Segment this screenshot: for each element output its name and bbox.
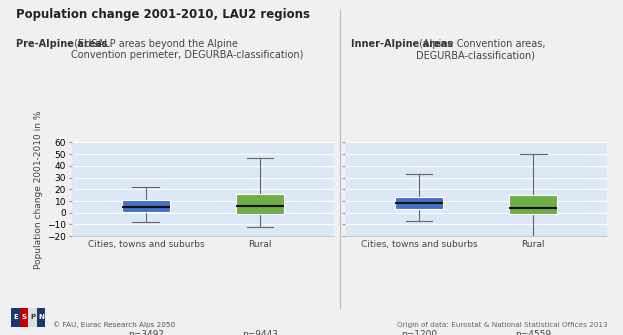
Bar: [509, 195, 557, 214]
Bar: [122, 200, 170, 212]
Text: n=9443: n=9443: [242, 330, 278, 335]
Bar: [11, 308, 20, 327]
Text: Origin of data: Eurostat & National Statistical Offices 2013: Origin of data: Eurostat & National Stat…: [397, 322, 607, 328]
Y-axis label: Population change 2001-2010 in %: Population change 2001-2010 in %: [34, 110, 43, 269]
Bar: [37, 308, 45, 327]
Text: Population change 2001-2010, LAU2 regions: Population change 2001-2010, LAU2 region…: [16, 8, 310, 21]
Bar: [29, 308, 37, 327]
Text: Inner-Alpine areas: Inner-Alpine areas: [351, 39, 453, 49]
Text: n=1200: n=1200: [401, 330, 437, 335]
Text: Pre-Alpine areas: Pre-Alpine areas: [16, 39, 107, 49]
Text: © FAU, Eurac Research Alps 2050: © FAU, Eurac Research Alps 2050: [53, 321, 175, 328]
Bar: [236, 194, 284, 214]
Text: E: E: [13, 315, 18, 320]
Text: P: P: [30, 315, 35, 320]
Text: n=4559: n=4559: [515, 330, 551, 335]
Bar: [20, 308, 29, 327]
Text: n=3492: n=3492: [128, 330, 164, 335]
Text: (Alpine Convention areas,
DEGURBA-classification): (Alpine Convention areas, DEGURBA-classi…: [416, 39, 545, 60]
Text: N: N: [38, 315, 44, 320]
Bar: [395, 198, 443, 209]
Text: (EUSALP areas beyond the Alpine
Convention perimeter, DEGURBA-classification): (EUSALP areas beyond the Alpine Conventi…: [70, 39, 303, 60]
Text: S: S: [22, 315, 27, 320]
